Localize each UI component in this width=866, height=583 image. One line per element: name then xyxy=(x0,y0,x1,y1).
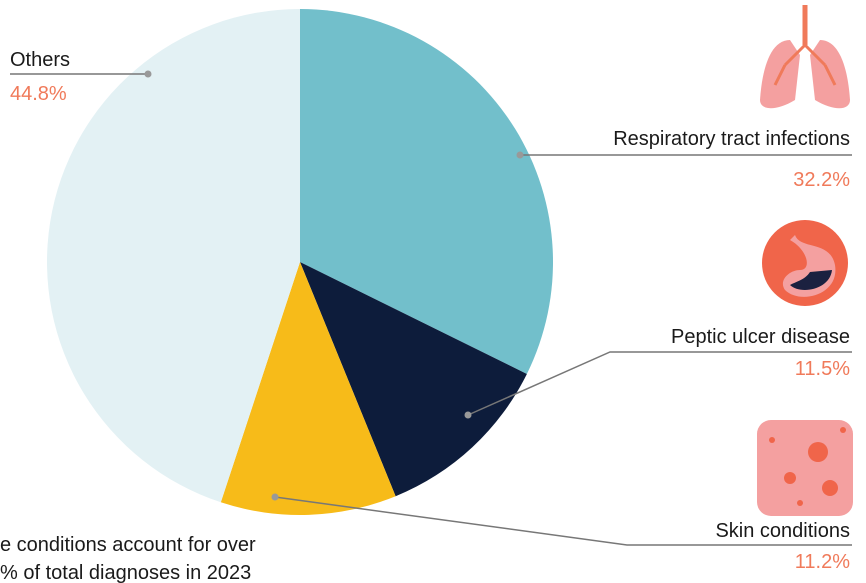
lungs-icon xyxy=(760,5,850,109)
pie-slice xyxy=(300,262,527,497)
slice-label: Skin conditions xyxy=(715,520,850,542)
leader-dot xyxy=(516,151,524,159)
leader-dot xyxy=(144,70,152,78)
slice-value: 32.2% xyxy=(793,169,850,191)
leader-line xyxy=(467,351,852,416)
slice-label: Respiratory tract infections xyxy=(613,128,850,150)
slice-value: 11.5% xyxy=(795,358,850,380)
annotation: % of total diagnoses in 2023 xyxy=(0,562,251,583)
leader-dot xyxy=(271,493,279,501)
leader-line xyxy=(274,496,852,546)
pie-slice xyxy=(46,8,300,503)
pie-slice xyxy=(300,9,553,374)
annotation: e conditions account for over xyxy=(0,534,256,556)
stomach-icon xyxy=(762,220,848,306)
slice-label: Peptic ulcer disease xyxy=(671,326,850,348)
slice-value: 44.8% xyxy=(10,83,67,105)
leader-dot xyxy=(464,411,472,419)
pie-slice xyxy=(220,262,396,515)
pie xyxy=(46,8,553,515)
slice-value: 11.2% xyxy=(795,551,850,573)
slice-label: Others xyxy=(10,49,70,71)
skin-icon xyxy=(757,420,853,516)
